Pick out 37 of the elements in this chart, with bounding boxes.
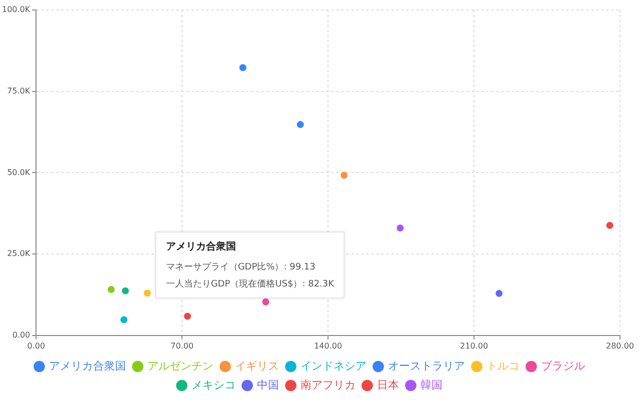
legend-label: 日本 (376, 378, 399, 392)
annotation: 一人当たりGDP（現在価格US$）: 82.3K (166, 278, 336, 290)
point (606, 222, 614, 229)
annotation: マネーサプライ（GDP比%）: 99.13 (166, 261, 316, 272)
point (108, 286, 115, 294)
point (184, 312, 192, 320)
legend-label: アメリカ合衆国 (48, 359, 126, 372)
legend-label: インドネシア (300, 359, 366, 372)
legend-label: トルコ (486, 359, 520, 372)
x-tick-label: 0.00 (27, 341, 46, 350)
point (144, 290, 151, 297)
y-tick-label: 0.00 (12, 330, 30, 340)
annotation: アメリカ合衆国 (166, 240, 236, 253)
x-tick-label: 70.00 (170, 341, 194, 350)
point (120, 316, 128, 324)
y-tick-label: 50.0K (7, 168, 31, 177)
point (122, 287, 129, 294)
y-tick-label: 100.0K (2, 5, 31, 14)
y-tick-label: 25.0K (7, 249, 31, 258)
legend-label: 韓国 (420, 378, 442, 392)
point (496, 290, 503, 297)
x-tick-label: 140.00 (314, 341, 342, 350)
legend-label: 中国 (256, 378, 279, 392)
legend-label: ブラジル (540, 359, 585, 372)
legend-label: 南アフリカ (300, 378, 356, 392)
point (239, 64, 246, 72)
y-tick-label: 75.0K (7, 86, 31, 96)
legend-label: オーストラリア (388, 359, 465, 372)
legend-label: イギリス (234, 359, 279, 372)
legend-label: メキシコ (191, 378, 236, 392)
point (296, 121, 304, 128)
point (340, 172, 348, 179)
x-tick-label: 210.00 (460, 341, 488, 350)
legend-label: アルゼンチン (147, 359, 214, 372)
x-tick-label: 280.00 (606, 341, 634, 350)
point (262, 298, 270, 306)
point (396, 224, 404, 232)
